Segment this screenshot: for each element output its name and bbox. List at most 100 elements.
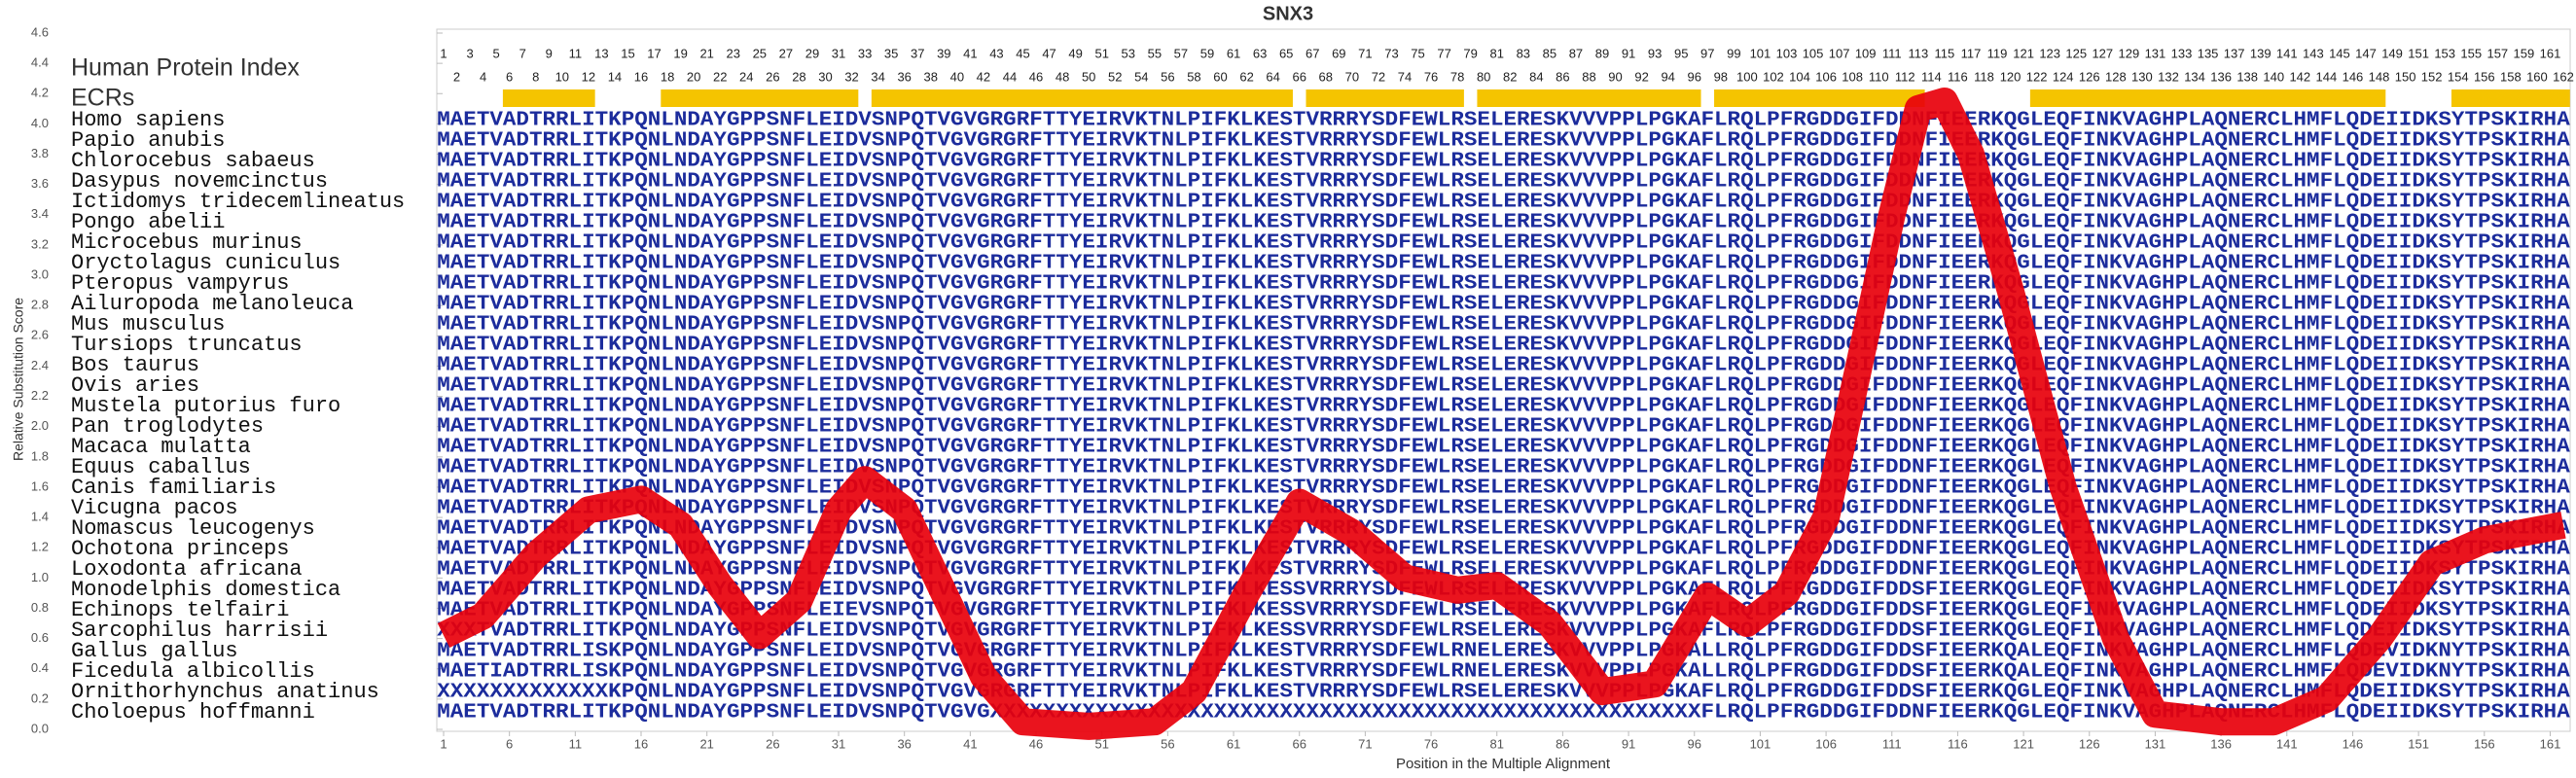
species-name: Canis familiaris <box>71 476 276 500</box>
protein-index: 111 <box>1882 46 1902 60</box>
protein-index: 142 <box>2289 69 2310 84</box>
protein-index: 22 <box>713 69 727 84</box>
sequence: MAETVADTRRLITKPQNLNDAYGPPSNFLEIDVSNPQTVG… <box>437 416 2570 439</box>
protein-index: 140 <box>2263 69 2284 84</box>
sequence: MAETVADTRRLITKPQNLNDAYGPPSNFLEIDVSNPQTVG… <box>437 294 2570 316</box>
x-tick-label: 6 <box>506 736 513 751</box>
x-tick-label: 21 <box>699 736 713 751</box>
protein-index: 38 <box>924 69 938 84</box>
protein-index: 87 <box>1569 46 1583 60</box>
x-tick-label: 131 <box>2145 736 2166 751</box>
protein-index: 37 <box>911 46 924 60</box>
species-name: Mus musculus <box>71 312 225 336</box>
ecr-bar <box>1477 89 1701 107</box>
protein-index: 150 <box>2395 69 2416 84</box>
y-axis-label: Relative Substitution Score <box>11 298 26 461</box>
protein-index: 92 <box>1634 69 1648 84</box>
protein-index: 70 <box>1345 69 1359 84</box>
species-name: Pongo abelii <box>71 210 225 234</box>
x-tick-label: 41 <box>963 736 977 751</box>
y-tick-label: 1.6 <box>31 478 49 493</box>
ecr-bar <box>1714 89 1925 107</box>
x-tick-label: 151 <box>2408 736 2429 751</box>
y-tick-label: 1.8 <box>31 448 49 463</box>
y-tick-label: 4.6 <box>31 24 49 39</box>
species-name: Gallus gallus <box>71 639 238 663</box>
protein-index: 33 <box>858 46 872 60</box>
species-name: Choloepus hoffmanni <box>71 700 315 725</box>
protein-index: 108 <box>1842 69 1863 84</box>
protein-index: 107 <box>1829 46 1850 60</box>
y-tick-label: 0.4 <box>31 660 49 675</box>
protein-index: 61 <box>1227 46 1240 60</box>
sequence: MAETVADTRRLITKPQNLNDAYGPPSNFLEIEVSNPQTVG… <box>437 600 2570 622</box>
protein-index: 54 <box>1134 69 1148 84</box>
species-name: Mustela putorius furo <box>71 394 340 418</box>
protein-index: 159 <box>2514 46 2535 60</box>
protein-index: 31 <box>832 46 845 60</box>
protein-index: 80 <box>1477 69 1490 84</box>
y-tick-label: 0.6 <box>31 630 49 645</box>
ecr-bar <box>661 89 859 107</box>
protein-index: 13 <box>594 46 608 60</box>
y-tick-label: 2.6 <box>31 328 49 342</box>
protein-index: 45 <box>1016 46 1029 60</box>
protein-index: 6 <box>506 69 513 84</box>
protein-index: 112 <box>1895 69 1915 84</box>
protein-index: 47 <box>1042 46 1055 60</box>
protein-index: 106 <box>1815 69 1837 84</box>
protein-index: 62 <box>1239 69 1253 84</box>
protein-index: 158 <box>2500 69 2522 84</box>
protein-index: 28 <box>792 69 805 84</box>
y-tick-label: 2.4 <box>31 358 49 372</box>
protein-index: 144 <box>2316 69 2338 84</box>
x-tick-label: 26 <box>766 736 779 751</box>
sequence: MAETVADTRRLITKPQNLNDAYGPPSNFLEIDVSNPQTVG… <box>437 477 2570 500</box>
protein-index: 162 <box>2553 69 2574 84</box>
protein-index: 69 <box>1332 46 1345 60</box>
x-tick-label: 141 <box>2276 736 2298 751</box>
sequence: MAETVADTRRLITKPQNLNDAYGPPSNFLEIDVSNPQTVG… <box>437 314 2570 336</box>
protein-index: 154 <box>2448 69 2469 84</box>
x-tick-label: 91 <box>1622 736 1635 751</box>
protein-index: 5 <box>493 46 500 60</box>
x-tick-label: 71 <box>1358 736 1372 751</box>
protein-index: 83 <box>1517 46 1530 60</box>
protein-index: 76 <box>1424 69 1438 84</box>
protein-index: 8 <box>532 69 539 84</box>
protein-index: 155 <box>2460 46 2482 60</box>
index-label: Human Protein Index <box>71 54 300 82</box>
protein-index: 149 <box>2381 46 2403 60</box>
score-line <box>437 88 2566 740</box>
protein-index: 60 <box>1213 69 1227 84</box>
protein-index: 123 <box>2039 46 2060 60</box>
protein-index: 78 <box>1450 69 1464 84</box>
protein-index: 161 <box>2540 46 2561 60</box>
x-tick-label: 136 <box>2210 736 2232 751</box>
protein-index: 19 <box>673 46 687 60</box>
protein-index: 156 <box>2474 69 2495 84</box>
sequence: MAETVADTRRLITKPQNLNDAYGPPSNFLEIDVSNPQTVG… <box>437 171 2570 194</box>
x-tick-label: 36 <box>897 736 911 751</box>
x-tick-label: 116 <box>1948 736 1968 751</box>
protein-index: 115 <box>1935 46 1955 60</box>
x-tick-label: 66 <box>1292 736 1306 751</box>
protein-index: 7 <box>519 46 526 60</box>
protein-index: 145 <box>2329 46 2350 60</box>
y-tick-label: 4.0 <box>31 116 49 130</box>
protein-index: 56 <box>1161 69 1174 84</box>
x-axis-label: Position in the Multiple Alignment <box>1396 756 1611 772</box>
protein-index: 139 <box>2250 46 2272 60</box>
protein-index: 124 <box>2053 69 2074 84</box>
species-name: Tursiops truncatus <box>71 333 303 357</box>
protein-index: 65 <box>1279 46 1293 60</box>
sequence: MAETVADTRRLITKPQNLNDAYGPPSNFLEIDVSNPQTVG… <box>437 375 2570 398</box>
y-tick-label: 0.2 <box>31 690 49 705</box>
protein-index: 97 <box>1700 46 1714 60</box>
sequence: XXXXXXXXXXXXXKPQNLNDAYGPPSNFLEIDVSNPQTVG… <box>437 682 2570 704</box>
y-tick-label: 0.0 <box>31 721 49 735</box>
species-name: Ornithorhynchus anatinus <box>71 680 379 704</box>
protein-index: 35 <box>884 46 898 60</box>
sequence: MAETIADTRRLISKPQNLNDAYGPPSNFLEIDVSNPQTVG… <box>437 661 2570 684</box>
protein-index: 118 <box>1974 69 1994 84</box>
